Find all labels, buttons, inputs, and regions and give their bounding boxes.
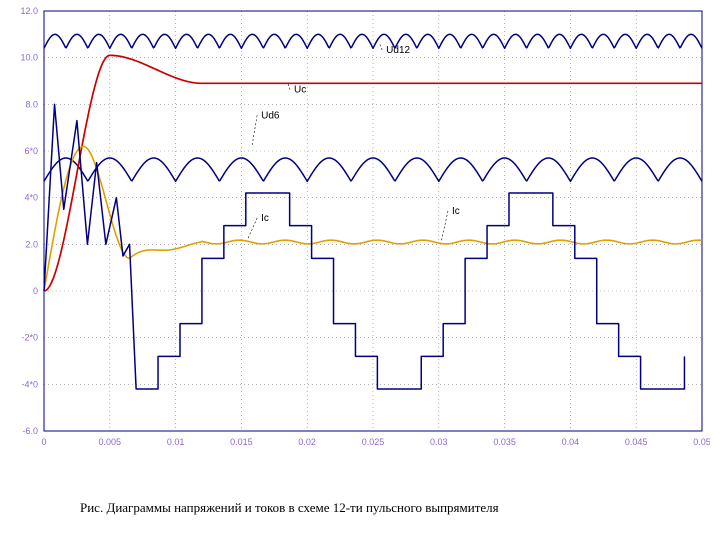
svg-text:Ud6: Ud6 — [261, 110, 280, 121]
svg-text:0.035: 0.035 — [493, 437, 516, 447]
svg-text:0.015: 0.015 — [230, 437, 253, 447]
svg-text:0: 0 — [33, 286, 38, 296]
waveform-chart: 0 0.005 0.01 0.015 0.02 0.025 0.03 0.035 0.04 0.0… — [10, 5, 710, 455]
svg-text:0.01: 0.01 — [167, 437, 185, 447]
svg-text:-4*0: -4*0 — [21, 379, 38, 389]
svg-text:Ic: Ic — [452, 206, 460, 217]
svg-text:0.005: 0.005 — [99, 437, 122, 447]
chart-container: 0 0.005 0.01 0.015 0.02 0.025 0.03 0.035 0.04 0.0… — [10, 5, 710, 455]
svg-text:10.0: 10.0 — [20, 53, 38, 63]
svg-text:2.0: 2.0 — [25, 239, 38, 249]
svg-text:Ud12: Ud12 — [386, 45, 410, 56]
svg-text:Uc: Uc — [294, 85, 306, 96]
svg-text:Ic: Ic — [261, 213, 269, 224]
figure-caption: Рис. Диаграммы напряжений и токов в схем… — [80, 500, 499, 516]
svg-text:0.05: 0.05 — [693, 437, 710, 447]
svg-text:-6.0: -6.0 — [22, 426, 38, 436]
svg-text:-2*0: -2*0 — [21, 333, 38, 343]
svg-text:0.025: 0.025 — [362, 437, 385, 447]
svg-text:12.0: 12.0 — [20, 6, 38, 16]
svg-text:0.04: 0.04 — [562, 437, 580, 447]
svg-text:0.03: 0.03 — [430, 437, 448, 447]
svg-text:0.045: 0.045 — [625, 437, 648, 447]
svg-text:4*0: 4*0 — [24, 193, 38, 203]
svg-text:6*0: 6*0 — [24, 146, 38, 156]
svg-text:0.02: 0.02 — [298, 437, 316, 447]
svg-text:0: 0 — [41, 437, 46, 447]
svg-text:8.0: 8.0 — [25, 99, 38, 109]
